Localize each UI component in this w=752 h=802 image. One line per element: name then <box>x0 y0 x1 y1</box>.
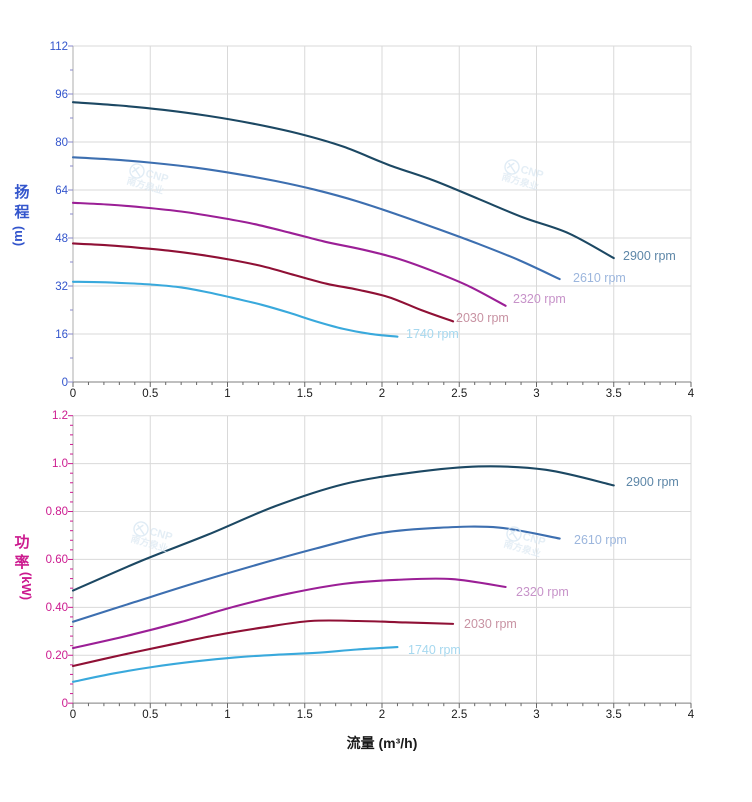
svg-text:48: 48 <box>55 233 68 245</box>
svg-text:2900 rpm: 2900 rpm <box>623 249 676 263</box>
svg-text:3.5: 3.5 <box>606 709 622 721</box>
svg-text:2: 2 <box>379 388 385 400</box>
svg-text:流量 (m³/h): 流量 (m³/h) <box>347 735 418 751</box>
svg-text:(m): (m) <box>10 226 25 246</box>
svg-text:1.2: 1.2 <box>52 410 68 422</box>
svg-text:4: 4 <box>688 709 695 721</box>
svg-text:2: 2 <box>379 709 385 721</box>
svg-text:0.80: 0.80 <box>46 506 68 518</box>
svg-text:3: 3 <box>533 388 539 400</box>
svg-text:1740 rpm: 1740 rpm <box>408 643 461 657</box>
svg-text:2610 rpm: 2610 rpm <box>573 271 626 285</box>
svg-text:1.5: 1.5 <box>297 388 313 400</box>
svg-text:功: 功 <box>14 534 29 551</box>
svg-text:2030 rpm: 2030 rpm <box>456 311 509 325</box>
svg-text:96: 96 <box>55 89 68 101</box>
svg-text:0.5: 0.5 <box>142 709 158 721</box>
svg-text:2610 rpm: 2610 rpm <box>574 533 627 547</box>
svg-text:程: 程 <box>14 204 29 221</box>
svg-text:1.5: 1.5 <box>297 709 313 721</box>
svg-text:0: 0 <box>70 388 76 400</box>
svg-text:1: 1 <box>224 388 230 400</box>
svg-text:32: 32 <box>55 281 68 293</box>
svg-text:2.5: 2.5 <box>451 709 467 721</box>
svg-text:1740 rpm: 1740 rpm <box>406 327 459 341</box>
svg-text:1.0: 1.0 <box>52 458 68 470</box>
svg-text:3: 3 <box>533 709 539 721</box>
svg-text:0.20: 0.20 <box>46 650 68 662</box>
svg-text:0.5: 0.5 <box>142 388 158 400</box>
svg-text:80: 80 <box>55 137 68 149</box>
svg-text:0: 0 <box>62 698 68 710</box>
svg-text:2030 rpm: 2030 rpm <box>464 617 517 631</box>
svg-text:16: 16 <box>55 329 68 341</box>
svg-text:3.5: 3.5 <box>606 388 622 400</box>
svg-text:0.40: 0.40 <box>46 602 68 614</box>
svg-text:(kW): (kW) <box>19 572 34 600</box>
svg-text:1: 1 <box>224 709 230 721</box>
svg-text:64: 64 <box>55 185 68 197</box>
svg-text:2320 rpm: 2320 rpm <box>513 292 566 306</box>
svg-text:2.5: 2.5 <box>451 388 467 400</box>
svg-text:率: 率 <box>14 553 29 571</box>
svg-text:4: 4 <box>688 388 695 400</box>
svg-text:2900 rpm: 2900 rpm <box>626 475 679 489</box>
svg-text:0: 0 <box>70 709 76 721</box>
svg-text:0.60: 0.60 <box>46 554 68 566</box>
svg-text:扬: 扬 <box>14 183 29 201</box>
svg-text:112: 112 <box>50 41 68 53</box>
svg-text:2320 rpm: 2320 rpm <box>516 585 569 599</box>
svg-text:0: 0 <box>62 377 68 389</box>
